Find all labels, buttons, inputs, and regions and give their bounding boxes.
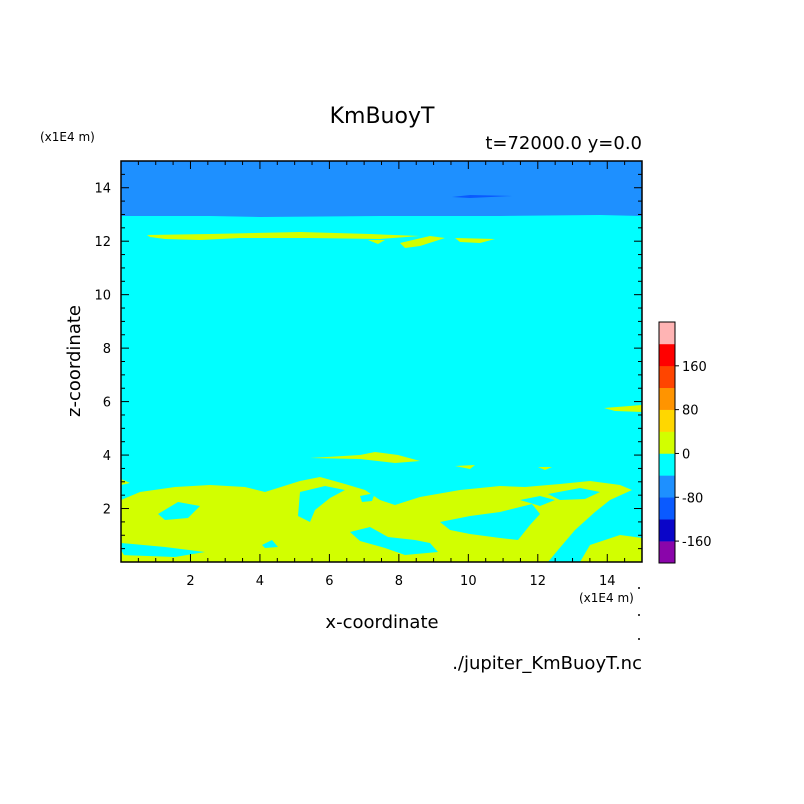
lower-patch xyxy=(580,535,642,562)
colorbar-swatch xyxy=(659,409,675,432)
mid-patch xyxy=(604,405,642,412)
y-unit-label: (x1E4 m) xyxy=(40,130,95,144)
colorbar-swatch xyxy=(659,322,675,345)
x-axis-label: x-coordinate xyxy=(325,612,438,633)
upper-patch xyxy=(368,240,385,244)
chart-subtitle: t=72000.0 y=0.0 xyxy=(485,133,642,154)
y-tick-label: 6 xyxy=(103,396,111,411)
x-tick-label: 2 xyxy=(186,574,194,589)
colorbar-swatch xyxy=(659,497,675,520)
y-tick-label: 12 xyxy=(94,235,111,250)
lower-patch xyxy=(121,479,130,485)
colorbar-frame xyxy=(658,321,676,564)
lower-hole xyxy=(350,527,438,555)
lower-hole xyxy=(440,504,540,540)
colorbar: 160 80 0 -80 -160 xyxy=(658,321,712,564)
colorbar-swatch xyxy=(659,519,675,542)
y-tick-label: 14 xyxy=(94,182,111,197)
mid-patch xyxy=(455,465,475,469)
lower-hole xyxy=(548,488,600,500)
x-tick-label: 12 xyxy=(530,574,547,589)
upper-small-blue xyxy=(452,195,512,198)
lower-patch xyxy=(121,550,128,562)
y-axis-label: z-coordinate xyxy=(64,305,85,417)
lower-hole xyxy=(520,496,555,506)
colorbar-swatch xyxy=(659,475,675,498)
file-name-label: ./jupiter_KmBuoyT.nc xyxy=(452,653,642,674)
colorbar-swatch xyxy=(659,343,675,367)
y-tick-label: 10 xyxy=(94,289,111,304)
colorbar-label: -80 xyxy=(682,491,703,506)
y-tick-label: 4 xyxy=(103,449,111,464)
y-tick-label: 8 xyxy=(103,342,111,357)
marker-dot xyxy=(638,614,640,616)
marker-dot xyxy=(638,587,640,589)
x-tick-label: 8 xyxy=(395,574,403,589)
lower-hole xyxy=(121,543,205,557)
upper-layer xyxy=(121,161,642,217)
colorbar-swatch xyxy=(659,431,675,454)
lower-hole xyxy=(298,486,345,522)
colorbar-label: -160 xyxy=(682,535,712,550)
x-tick-label: 14 xyxy=(599,574,616,589)
x-tick-label: 6 xyxy=(325,574,333,589)
marker-dot xyxy=(638,638,640,640)
x-unit-label: (x1E4 m) xyxy=(579,591,634,605)
colorbar-swatch xyxy=(659,453,675,476)
contour-field xyxy=(121,161,642,562)
lower-hole xyxy=(360,493,375,502)
x-tick-label: 10 xyxy=(460,574,477,589)
mid-patch xyxy=(538,467,552,470)
mid-patch xyxy=(310,452,420,463)
lower-hole xyxy=(588,490,642,535)
colorbar-swatch xyxy=(659,541,675,564)
lower-hole xyxy=(158,502,200,520)
upper-patch xyxy=(455,238,495,243)
colorbar-label: 160 xyxy=(682,360,707,375)
colorbar-swatch xyxy=(659,365,675,389)
colorbar-label: 0 xyxy=(682,447,690,462)
x-tick-label: 4 xyxy=(256,574,264,589)
lower-hole xyxy=(121,488,140,494)
lower-hole xyxy=(262,540,278,548)
y-tick-label: 2 xyxy=(103,503,111,518)
axis-ticks: 2 4 6 8 10 12 14 2 4 6 8 10 12 14 xyxy=(94,161,642,589)
lower-patch xyxy=(121,477,632,562)
upper-patch xyxy=(400,236,445,248)
chart-title: KmBuoyT xyxy=(330,104,435,129)
colorbar-swatch xyxy=(659,387,675,410)
upper-patch xyxy=(147,232,420,240)
colorbar-label: 80 xyxy=(682,404,699,419)
